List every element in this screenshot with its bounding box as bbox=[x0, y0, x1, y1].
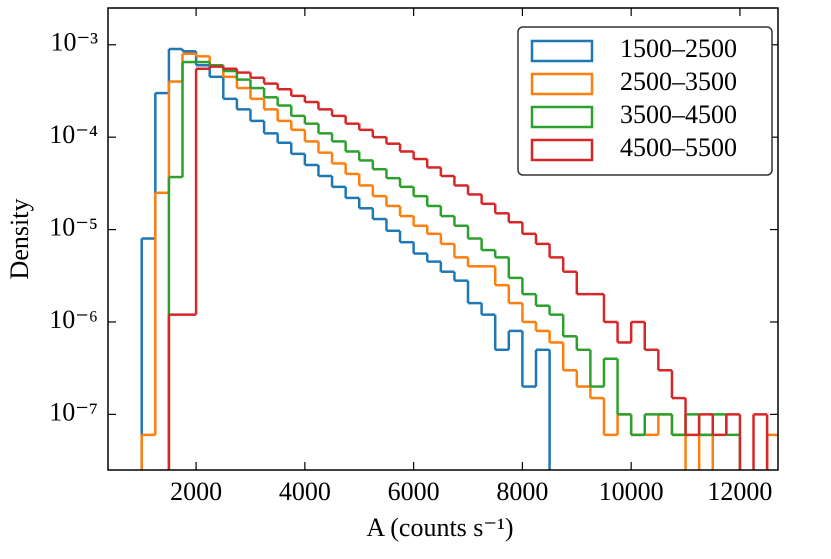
legend-swatch bbox=[530, 138, 594, 162]
legend-label: 1500–2500 bbox=[620, 34, 737, 63]
legend-swatch bbox=[530, 72, 594, 96]
y-tick-label: 10⁻⁶ bbox=[49, 305, 98, 334]
series bbox=[167, 65, 769, 470]
legend-label: 4500–5500 bbox=[620, 133, 737, 162]
legend-swatch bbox=[530, 39, 594, 63]
x-tick-label: 6000 bbox=[388, 477, 440, 506]
x-tick-label: 12000 bbox=[707, 477, 772, 506]
y-tick-label: 10⁻⁷ bbox=[49, 397, 98, 426]
legend-swatch bbox=[530, 105, 594, 129]
y-axis-label: Density bbox=[5, 199, 34, 280]
x-tick-label: 2000 bbox=[170, 477, 222, 506]
x-tick-label: 4000 bbox=[279, 477, 331, 506]
legend-label: 2500–3500 bbox=[620, 67, 737, 96]
y-tick-label: 10⁻⁴ bbox=[49, 120, 98, 149]
y-tick-label: 10⁻³ bbox=[50, 28, 98, 57]
x-axis-label: A (counts s⁻¹) bbox=[366, 513, 513, 542]
legend-frame bbox=[517, 26, 773, 176]
legend: 1500–2500 2500–3500 3500–4500 4500–5500 bbox=[517, 26, 773, 176]
y-tick-label: 10⁻⁵ bbox=[49, 213, 98, 242]
x-tick-label: 10000 bbox=[599, 477, 664, 506]
series bbox=[140, 47, 551, 470]
legend-label: 3500–4500 bbox=[620, 100, 737, 129]
series bbox=[140, 52, 778, 470]
plot-frame bbox=[107, 7, 779, 471]
x-tick-label: 8000 bbox=[496, 477, 548, 506]
